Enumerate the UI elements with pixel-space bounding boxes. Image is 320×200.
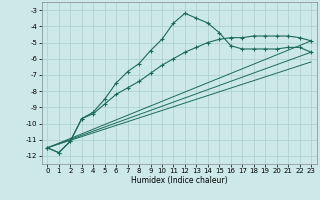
X-axis label: Humidex (Indice chaleur): Humidex (Indice chaleur) bbox=[131, 176, 228, 185]
